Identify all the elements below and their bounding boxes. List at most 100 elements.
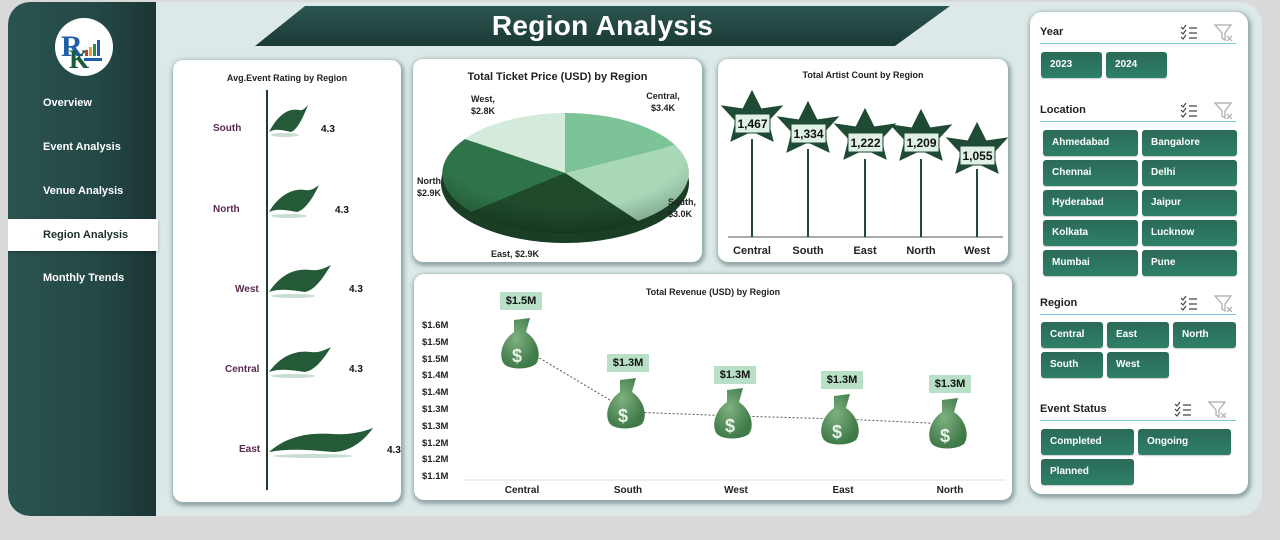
- x-label: West: [724, 485, 748, 496]
- money-bag-icon: $: [929, 398, 967, 449]
- svg-text:$: $: [618, 406, 628, 426]
- location-option[interactable]: Pune: [1142, 250, 1237, 276]
- pie-label-east: East, $2.9K: [491, 249, 540, 259]
- pie-label-south: South, $3.0K: [668, 197, 696, 219]
- x-label: South: [792, 245, 824, 257]
- multi-select-icon[interactable]: [1180, 102, 1198, 119]
- region-slicer-label: Region: [1040, 297, 1078, 309]
- data-label: $1.3M: [607, 354, 649, 372]
- clear-filter-icon[interactable]: [1214, 295, 1234, 313]
- pie-chart: [441, 112, 689, 243]
- chart-title: Total Revenue (USD) by Region: [645, 287, 781, 297]
- category-label: Central: [225, 364, 260, 375]
- clear-filter-icon[interactable]: [1214, 102, 1234, 120]
- region-option[interactable]: West: [1107, 352, 1169, 378]
- event-status-option[interactable]: Ongoing: [1138, 429, 1231, 455]
- multi-select-icon[interactable]: [1180, 295, 1198, 312]
- x-label: Central: [733, 245, 771, 257]
- data-label: 1,209: [906, 136, 937, 150]
- clear-filter-icon[interactable]: [1214, 24, 1234, 42]
- multi-select-icon[interactable]: [1174, 401, 1192, 418]
- location-slicer-label: Location: [1040, 104, 1086, 116]
- sidebar: R K Overview Event Analysis Venue Analys…: [8, 2, 158, 516]
- value-label: 4.3: [349, 284, 363, 295]
- region-option[interactable]: South: [1041, 352, 1103, 378]
- svg-text:K: K: [69, 45, 90, 74]
- location-option[interactable]: Lucknow: [1142, 220, 1237, 246]
- location-slicer-header: Location: [1040, 102, 1236, 122]
- avg-rating-card: Avg.Event Rating by Region South 4.3 Nor…: [173, 60, 401, 502]
- location-option[interactable]: Kolkata: [1043, 220, 1138, 246]
- year-option-2023[interactable]: 2023: [1041, 52, 1102, 78]
- svg-text:$: $: [832, 422, 842, 442]
- svg-text:$: $: [940, 426, 950, 446]
- nav-venue-analysis[interactable]: Venue Analysis: [43, 185, 124, 197]
- pie-label-north: North, $2.9K: [417, 176, 444, 198]
- money-bag-icon: $: [714, 388, 752, 439]
- year-option-2024[interactable]: 2024: [1106, 52, 1167, 78]
- chart-title: Total Artist Count by Region: [802, 70, 924, 80]
- data-label: 1,222: [850, 136, 881, 150]
- clear-filter-icon[interactable]: [1208, 401, 1228, 419]
- nav-region-analysis[interactable]: Region Analysis: [8, 219, 158, 251]
- x-label: East: [853, 245, 877, 257]
- svg-text:R: R: [61, 30, 83, 63]
- dashboard-frame: R K Overview Event Analysis Venue Analys…: [8, 2, 1262, 516]
- location-option[interactable]: Jaipur: [1142, 190, 1237, 216]
- event-status-slicer-header: Event Status: [1040, 401, 1236, 421]
- data-label: $1.3M: [714, 366, 756, 384]
- rk-logo-icon: R K: [61, 30, 102, 74]
- x-label: South: [613, 485, 643, 496]
- svg-text:$: $: [512, 346, 522, 366]
- x-label: North: [936, 485, 964, 496]
- value-label: 4.3: [335, 205, 349, 216]
- x-label: Central: [504, 485, 540, 496]
- x-label: North: [906, 245, 936, 257]
- data-label: 1,467: [737, 117, 768, 131]
- event-status-slicer-label: Event Status: [1040, 403, 1107, 415]
- nav-event-analysis[interactable]: Event Analysis: [43, 141, 121, 153]
- location-option[interactable]: Bangalore: [1142, 130, 1237, 156]
- avg-rating-chart: [266, 90, 373, 490]
- data-label: $1.3M: [929, 375, 971, 393]
- region-option[interactable]: East: [1107, 322, 1169, 348]
- data-label: $1.3M: [821, 371, 863, 389]
- filter-panel: Year 2023 2024 Location Ahmedabad Bangal…: [1030, 12, 1248, 494]
- chart-title: Avg.Event Rating by Region: [226, 73, 348, 83]
- location-option[interactable]: Ahmedabad: [1043, 130, 1138, 156]
- money-bag-icon: $: [501, 318, 539, 369]
- revenue-card: Total Revenue (USD) by Region $1.6M $1.5…: [414, 274, 1012, 500]
- x-label: West: [963, 245, 991, 257]
- pie-label-west: West, $2.8K: [471, 94, 496, 116]
- page-title: Region Analysis: [491, 10, 714, 41]
- y-axis: $1.6M $1.5M $1.5M $1.4M $1.4M $1.3M $1.3…: [422, 320, 449, 483]
- money-bag-icon: $: [821, 394, 859, 445]
- multi-select-icon[interactable]: [1180, 24, 1198, 41]
- money-bag-icon: $: [607, 378, 645, 429]
- location-option[interactable]: Mumbai: [1043, 250, 1138, 276]
- chart-title: Total Ticket Price (USD) by Region: [467, 71, 648, 83]
- region-slicer-header: Region: [1040, 295, 1236, 315]
- revenue-chart: $ $ $ $ $: [464, 318, 1006, 481]
- year-slicer-header: Year: [1040, 24, 1236, 44]
- region-option[interactable]: North: [1173, 322, 1236, 348]
- location-option[interactable]: Chennai: [1043, 160, 1138, 186]
- value-label: 4.3: [321, 124, 335, 135]
- artist-count-chart: [720, 89, 1008, 238]
- event-status-option[interactable]: Planned: [1041, 459, 1134, 485]
- location-option[interactable]: Delhi: [1142, 160, 1237, 186]
- nav-overview[interactable]: Overview: [43, 97, 92, 109]
- data-label: 1,055: [962, 149, 993, 163]
- category-label: North: [213, 204, 240, 215]
- year-slicer-label: Year: [1040, 26, 1064, 38]
- x-label: East: [832, 485, 854, 496]
- region-option[interactable]: Central: [1041, 322, 1103, 348]
- location-option[interactable]: Hyderabad: [1043, 190, 1138, 216]
- event-status-option[interactable]: Completed: [1041, 429, 1134, 455]
- data-label: $1.5M: [500, 292, 542, 310]
- logo: R K: [55, 18, 113, 76]
- value-label: 4.3: [387, 445, 401, 456]
- nav-monthly-trends[interactable]: Monthly Trends: [43, 272, 125, 284]
- banner-shape: [255, 6, 950, 46]
- pie-label-central: Central, $3.4K: [646, 91, 680, 113]
